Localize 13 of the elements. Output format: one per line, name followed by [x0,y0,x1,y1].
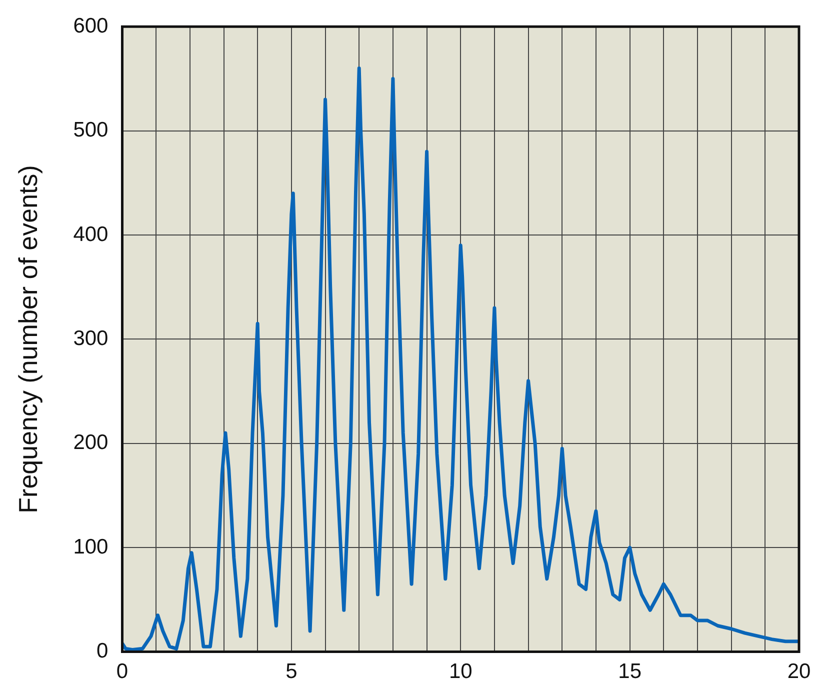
y-tick-label: 500 [73,118,108,142]
x-tick-label: 0 [116,660,128,684]
y-tick-label: 400 [73,222,108,246]
y-tick-label: 100 [73,535,108,558]
y-tick-label: 0 [96,640,108,663]
y-tick-label: 600 [73,14,108,38]
y-axis-title: Frequency (number of events) [12,165,43,514]
x-tick-label: 20 [787,660,811,684]
y-tick-label: 300 [73,326,108,350]
x-tick-label: 10 [448,660,472,684]
y-tick-label: 200 [73,431,108,454]
x-tick-label: 5 [286,660,298,684]
x-tick-label: 15 [618,660,642,684]
